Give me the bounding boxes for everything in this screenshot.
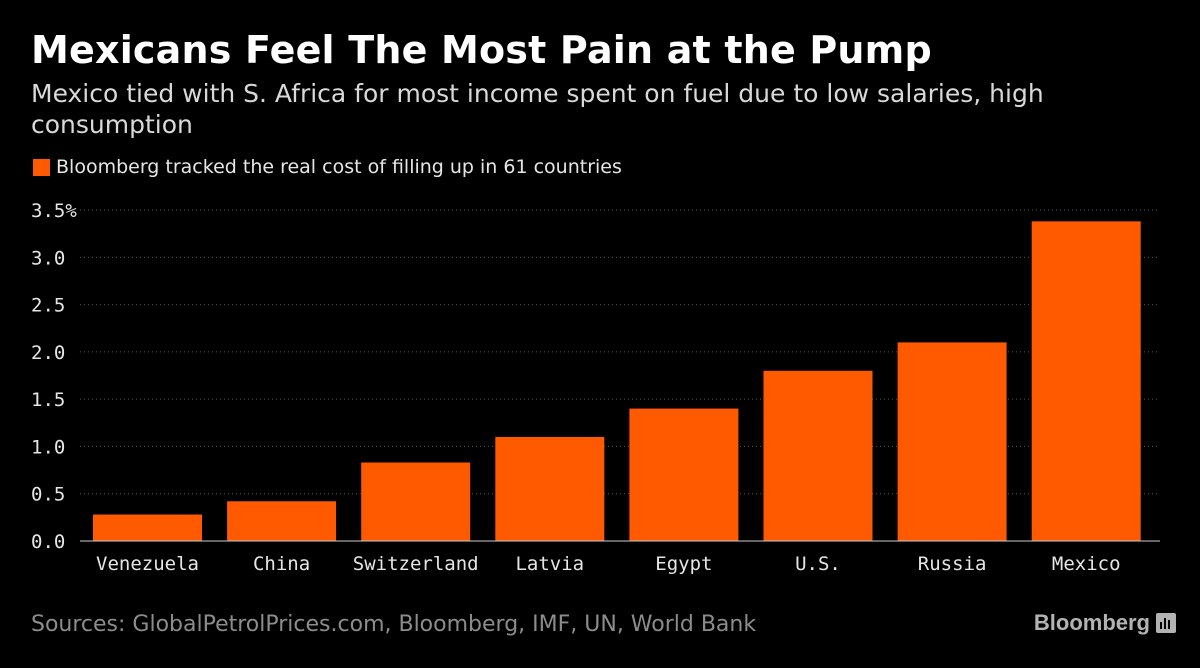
y-tick-label: 0.5 xyxy=(31,484,65,506)
x-tick-label: Latvia xyxy=(515,553,584,575)
bar-latvia xyxy=(495,436,605,541)
y-tick-label: 3.0 xyxy=(31,247,65,269)
x-tick-label: U.S. xyxy=(795,553,841,575)
x-tick-label: China xyxy=(253,553,310,575)
bar-russia xyxy=(897,342,1007,541)
y-tick-label: 0.0 xyxy=(31,531,65,553)
bar-u-s xyxy=(763,370,873,541)
y-tick-label: 1.0 xyxy=(31,436,65,458)
bar-china xyxy=(227,501,337,541)
y-tick-label: 2.5 xyxy=(31,295,65,317)
x-tick-label: Egypt xyxy=(655,553,712,575)
chart-title: Mexicans Feel The Most Pain at the Pump xyxy=(31,28,932,72)
x-tick-label: Russia xyxy=(918,553,987,575)
bar-egypt xyxy=(629,408,739,541)
bar-mexico xyxy=(1031,221,1141,541)
legend-swatch xyxy=(33,158,50,176)
y-tick-label: 3.5% xyxy=(31,200,77,222)
y-tick-label: 1.5 xyxy=(31,389,65,411)
bloomberg-logo: Bloomberg xyxy=(1034,610,1176,636)
legend-label: Bloomberg tracked the real cost of filli… xyxy=(56,156,622,178)
bar-chart-icon xyxy=(1156,613,1176,633)
x-tick-labels: Venezuela China Switzerland Latvia Egypt U.S.… xyxy=(96,553,1120,575)
source-note: Sources: GlobalPetrolPrices.com, Bloombe… xyxy=(31,612,757,637)
y-tick-labels: 0.0 0.5 1.0 1.5 2.0 2.5 3.0 3.5% xyxy=(31,200,77,553)
bar-venezuela xyxy=(93,514,202,541)
brand-name: Bloomberg xyxy=(1033,610,1150,635)
x-tick-label: Mexico xyxy=(1052,553,1121,575)
bars xyxy=(93,221,1141,541)
bar-switzerland xyxy=(361,462,471,541)
legend: Bloomberg tracked the real cost of filli… xyxy=(33,156,622,178)
x-tick-label: Switzerland xyxy=(353,553,479,575)
x-tick-label: Venezuela xyxy=(96,553,199,575)
chart-subtitle: Mexico tied with S. Africa for most inco… xyxy=(31,79,1044,139)
y-tick-label: 2.0 xyxy=(31,342,65,364)
